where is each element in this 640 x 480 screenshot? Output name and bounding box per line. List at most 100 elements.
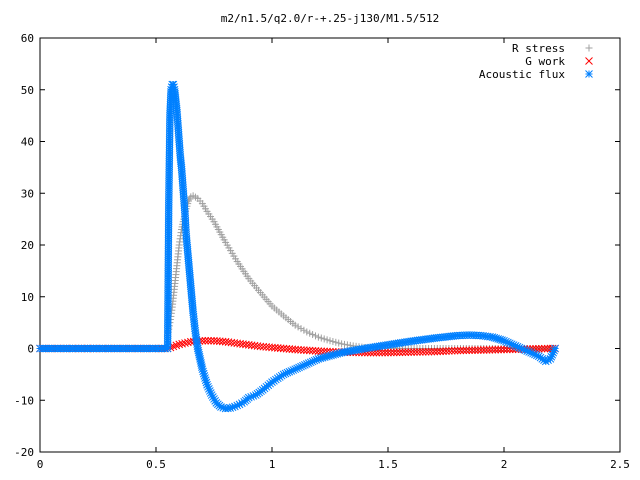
g-work-point [537,344,546,353]
g-work-point [404,348,413,357]
g-work-point [482,346,491,354]
g-work-point [468,346,476,355]
r-stress-point [294,323,302,331]
r-stress-point [303,328,311,336]
g-work-point [178,339,186,348]
g-work-point [392,348,401,357]
legend-label: R stress [512,42,565,55]
x-tick-label: 0.5 [146,458,166,471]
g-work-point [314,347,323,355]
g-work-point [395,348,404,357]
x-tick-label: 2.5 [610,458,630,471]
g-work-point [456,346,465,355]
g-work-point [442,347,450,355]
g-work-point [401,348,410,357]
g-work-point [410,348,418,356]
y-tick-label: 60 [21,32,34,45]
g-work-point [465,346,474,355]
g-work-point [384,348,392,357]
g-work-point [172,341,181,350]
y-tick-label: 30 [21,187,34,200]
g-work-point [398,348,407,357]
g-work-point [476,346,485,354]
g-work-point [207,336,215,345]
x-tick-label: 1 [269,458,276,471]
axis-ticks: 0 0.5 1 1.5 2 2.5 -20 -10 0 10 20 30 40 50 60 [14,32,630,471]
g-work-point [436,347,445,356]
r-stress-point [300,326,308,334]
g-work-point [488,345,497,354]
g-work-point [389,348,398,357]
g-work-point [378,348,387,357]
r-stress-point [317,334,325,342]
g-work-point [430,347,439,356]
y-tick-label: 10 [21,291,34,304]
r-stress-point [323,336,331,344]
g-work-point [421,347,430,356]
x-tick-label: 0 [37,458,44,471]
g-work-point [300,346,308,354]
g-work-point [474,346,482,354]
r-stress-point [312,332,319,340]
acoustic-flux-point [551,344,559,353]
g-work-point [453,346,462,355]
g-work-point [494,345,503,354]
g-work-point [305,346,314,355]
r-stress-point [343,341,351,349]
series-layer [36,80,559,413]
y-tick-label: 0 [27,343,34,356]
g-work-point [491,345,500,354]
r-stress-point [326,337,334,345]
legend-marker [585,70,593,78]
r-stress-point [341,340,348,348]
g-work-point [413,348,421,356]
g-work-point [447,346,456,355]
g-work-point [308,346,317,355]
y-tick-label: -20 [14,446,34,459]
series-plus [164,192,559,352]
g-work-point [407,348,416,356]
g-work-point [445,347,453,355]
r-stress-point [309,331,317,339]
g-work-point [471,346,479,355]
y-tick-label: 50 [21,84,34,97]
g-work-point [459,346,468,355]
g-work-point [181,339,189,347]
r-stress-point [320,335,328,343]
r-stress-point [291,321,299,329]
legend-marker [585,57,593,65]
g-work-point [479,346,488,354]
g-work-point [424,347,433,356]
g-work-point [485,346,494,354]
y-tick-label: 40 [21,136,34,149]
r-stress-point [335,339,343,347]
g-work-point [433,347,442,356]
g-work-point [497,345,505,354]
g-work-point [427,347,436,356]
g-work-point [201,336,210,345]
g-work-point [175,340,184,349]
r-stress-point [338,340,346,348]
x-tick-label: 2 [501,458,508,471]
g-work-point [387,348,395,357]
r-stress-point [329,338,337,346]
legend-label: G work [525,55,565,68]
y-tick-label: -10 [14,394,34,407]
g-work-point [291,345,300,354]
g-work-point [540,344,549,353]
r-stress-point [314,333,322,341]
g-work-point [204,336,213,345]
x-tick-label: 1.5 [378,458,398,471]
r-stress-point [297,325,305,333]
g-work-point [500,345,508,354]
g-work-point [294,345,302,354]
g-work-point [311,347,320,355]
plot-frame [39,37,621,453]
g-work-point [450,346,459,355]
r-stress-point [332,338,340,346]
g-work-point [462,346,471,355]
chart-title: m2/n1.5/q2.0/r-+.25-j130/M1.5/512 [221,12,440,25]
